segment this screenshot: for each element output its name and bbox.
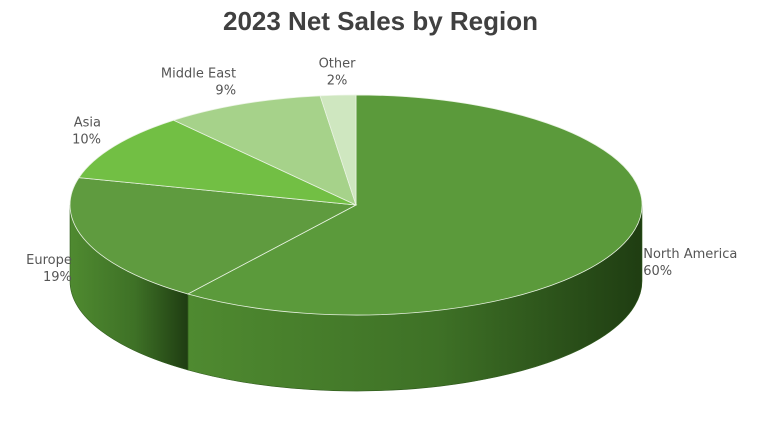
pie-slice-asia xyxy=(78,119,357,206)
data-label-value: 2% xyxy=(327,73,348,88)
data-label-value: 10% xyxy=(72,132,101,147)
data-label-category: Other xyxy=(319,56,357,71)
data-label-value: 9% xyxy=(215,84,236,99)
data-label-category: North America xyxy=(643,247,737,262)
pie-slice-north-america xyxy=(186,94,643,316)
data-label-category: Europe xyxy=(26,253,72,268)
pie-slice-other xyxy=(319,94,357,206)
pie-slice-europe xyxy=(69,177,358,295)
data-label-category: Middle East xyxy=(161,67,236,82)
data-label-value: 60% xyxy=(643,264,672,279)
data-label-category: Asia xyxy=(74,115,101,130)
chart-title: 2023 Net Sales by Region xyxy=(222,6,539,36)
data-label-value: 19% xyxy=(43,270,72,285)
pie-slice-middle-east xyxy=(172,95,357,206)
